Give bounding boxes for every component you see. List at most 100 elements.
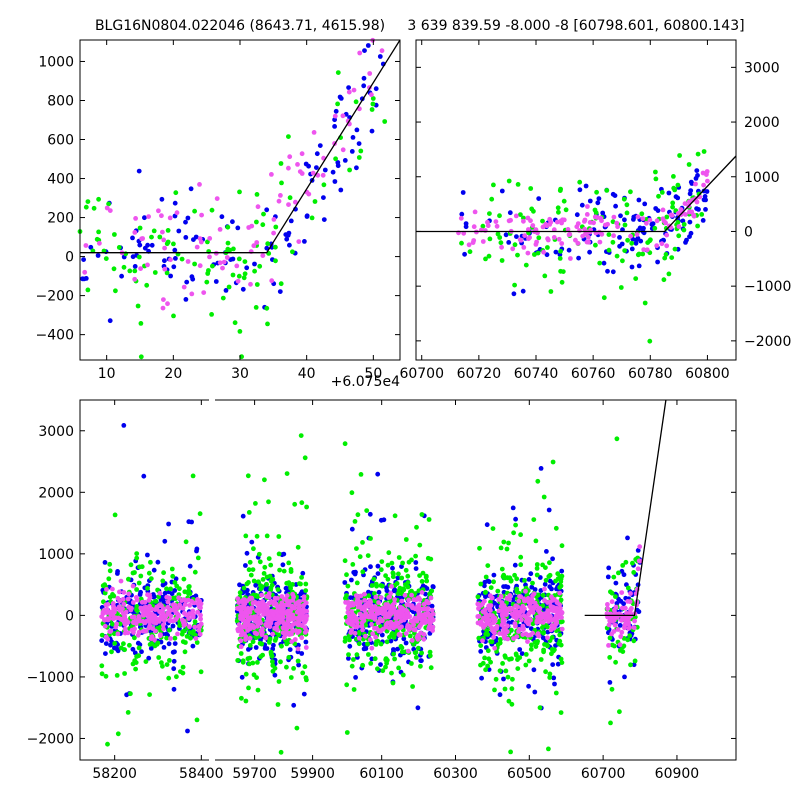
data-point	[622, 217, 627, 223]
data-point	[177, 586, 182, 592]
data-point	[514, 634, 520, 639]
data-point	[344, 730, 350, 735]
data-point	[178, 669, 183, 674]
data-point	[600, 210, 606, 216]
data-point	[251, 243, 257, 249]
x-tick-label: 60500	[507, 766, 552, 782]
data-point	[390, 680, 396, 686]
data-point	[294, 725, 300, 731]
data-point	[493, 676, 499, 682]
data-point	[284, 471, 290, 476]
data-point	[628, 607, 633, 613]
data-point	[409, 592, 414, 598]
data-point	[272, 625, 278, 631]
data-point	[168, 257, 173, 263]
data-point	[240, 658, 246, 664]
data-point	[248, 595, 253, 601]
data-point	[133, 666, 139, 672]
data-point	[168, 273, 174, 279]
data-point	[194, 640, 200, 645]
data-point	[497, 640, 503, 646]
data-point	[654, 218, 660, 224]
data-point	[356, 635, 362, 641]
data-point	[478, 602, 484, 608]
data-point	[362, 48, 367, 53]
data-point	[653, 169, 658, 175]
data-point	[235, 606, 240, 611]
data-point	[512, 621, 518, 626]
data-point	[376, 609, 381, 615]
data-point	[132, 276, 138, 282]
data-point	[558, 268, 563, 274]
data-point	[236, 600, 242, 605]
data-point	[537, 705, 543, 711]
data-point	[293, 628, 299, 633]
data-point	[652, 225, 658, 231]
data-point	[179, 256, 185, 262]
data-point	[320, 172, 326, 178]
data-point	[512, 242, 518, 248]
data-point	[148, 559, 153, 565]
data-point	[271, 642, 276, 648]
data-point	[610, 219, 616, 225]
data-point	[629, 240, 635, 246]
data-point	[607, 655, 613, 660]
data-point	[287, 154, 293, 160]
data-point	[195, 555, 201, 561]
data-point	[631, 638, 637, 644]
data-point	[526, 621, 532, 627]
data-point	[198, 612, 203, 618]
data-point	[544, 252, 550, 258]
data-point	[430, 628, 435, 633]
data-point	[146, 655, 152, 661]
x-tick-label: 30	[231, 366, 249, 382]
data-point	[346, 656, 351, 661]
data-point	[273, 258, 278, 264]
data-point	[264, 533, 270, 539]
data-point	[111, 605, 117, 610]
data-point	[115, 731, 121, 737]
data-point	[340, 147, 346, 153]
data-point	[547, 572, 553, 578]
data-point	[549, 586, 554, 592]
data-point	[108, 642, 113, 648]
data-point	[130, 583, 136, 589]
data-point	[502, 617, 507, 622]
data-point	[357, 554, 363, 560]
data-point	[599, 231, 605, 237]
data-point	[149, 614, 155, 620]
data-point	[128, 562, 134, 568]
data-point	[530, 580, 535, 586]
data-point	[171, 658, 177, 664]
data-point	[130, 600, 136, 605]
data-point	[189, 519, 195, 525]
data-point	[259, 632, 265, 638]
data-point	[107, 561, 113, 567]
data-point	[253, 501, 258, 506]
data-point	[611, 233, 616, 239]
data-point	[538, 610, 543, 616]
data-point	[390, 606, 396, 611]
data-point	[253, 618, 258, 624]
data-point	[628, 591, 633, 596]
data-point	[287, 195, 293, 201]
data-point	[246, 685, 251, 691]
data-point	[359, 623, 365, 629]
data-point	[238, 638, 244, 644]
data-point	[506, 178, 512, 184]
data-point	[161, 606, 166, 612]
data-point	[631, 570, 637, 575]
data-point	[672, 186, 678, 192]
data-point	[161, 626, 166, 632]
data-point	[278, 749, 284, 755]
data-point	[349, 621, 354, 627]
data-point	[230, 272, 236, 278]
data-point	[269, 582, 275, 588]
data-point	[291, 666, 296, 671]
data-point	[83, 243, 89, 248]
data-point	[183, 297, 189, 302]
data-point	[534, 620, 540, 625]
data-point	[265, 617, 271, 623]
x-tick-label: 60700	[581, 766, 626, 782]
data-point	[487, 236, 493, 242]
